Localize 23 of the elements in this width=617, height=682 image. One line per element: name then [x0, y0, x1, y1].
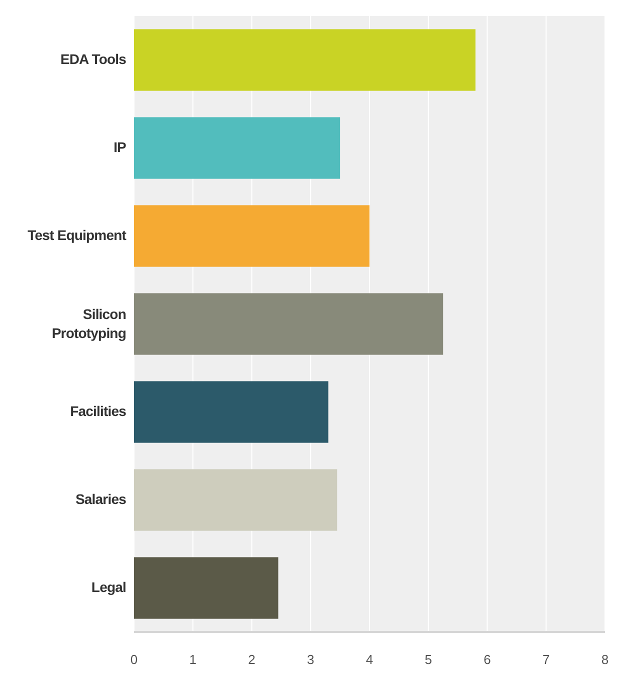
x-tick-label: 2	[248, 652, 256, 667]
bar	[134, 469, 338, 531]
y-tick-label: Facilities	[70, 402, 127, 419]
y-tick-label: Silicon Prototyping	[52, 306, 126, 341]
y-tick-label: IP	[114, 138, 126, 155]
x-tick-label: 3	[307, 652, 314, 667]
x-tick-label: 4	[366, 652, 374, 667]
x-tick-label: 5	[424, 652, 432, 667]
x-tick-label: 7	[542, 652, 550, 667]
y-tick-label: Legal	[91, 578, 126, 595]
x-tick-label: 1	[189, 652, 196, 667]
bar	[134, 205, 370, 267]
x-tick-label: 6	[484, 652, 491, 667]
x-tick-label: 8	[601, 652, 609, 667]
y-tick-label: Test Equipment	[28, 226, 127, 243]
bar	[134, 117, 340, 179]
y-tick-label: Salaries	[75, 490, 127, 507]
bar	[134, 29, 476, 91]
y-tick-label: EDA Tools	[60, 50, 127, 67]
bar	[134, 381, 328, 443]
bar	[134, 557, 278, 619]
x-tick-label: 0	[130, 652, 138, 667]
bar	[134, 293, 444, 355]
